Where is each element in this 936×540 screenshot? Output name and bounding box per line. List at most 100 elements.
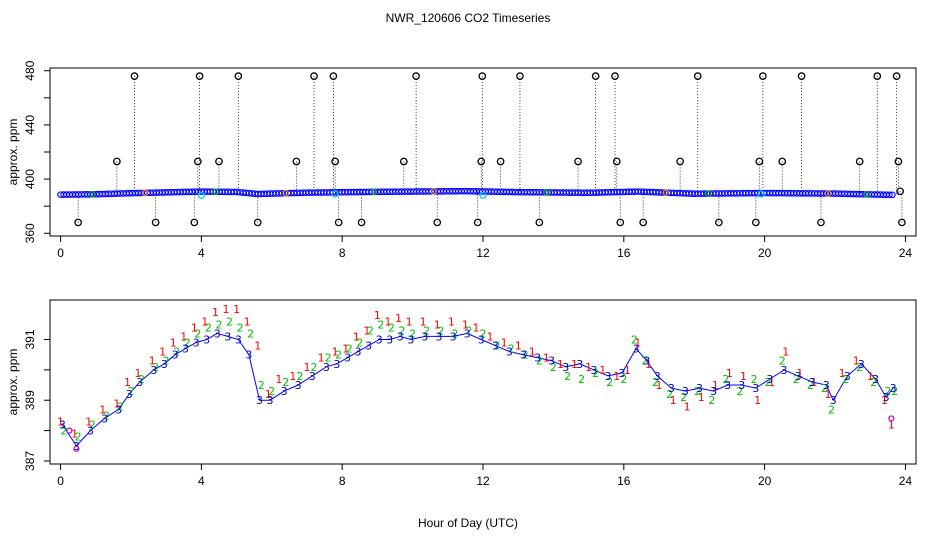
series-3-marker: 3 — [506, 346, 513, 359]
flagged-point — [234, 72, 243, 80]
series-3-marker: 3 — [386, 333, 393, 346]
cyan-point — [757, 190, 765, 198]
series-3-marker: 3 — [182, 343, 189, 356]
series-3-marker: 3 — [101, 412, 108, 425]
bottom-xtick-label: 20 — [758, 474, 772, 488]
series-1-marker: 1 — [363, 324, 370, 337]
series-3-marker: 3 — [478, 333, 485, 346]
series-1-marker: 1 — [712, 379, 719, 392]
series-1-marker: 1 — [434, 318, 441, 331]
series-2-marker: 2 — [117, 400, 124, 413]
series-3-marker: 3 — [464, 327, 471, 340]
series-1-marker: 1 — [656, 379, 663, 392]
series-3-marker: 3 — [643, 355, 650, 368]
series-3-marker: 3 — [256, 394, 263, 407]
series-2-marker: 2 — [736, 385, 743, 398]
flagged-point — [855, 157, 864, 166]
bottom-xtick-label: 16 — [617, 474, 631, 488]
flagged-point — [190, 218, 199, 227]
series-2-marker: 2 — [423, 324, 430, 337]
series-2-marker: 2 — [508, 343, 515, 356]
series-3-marker: 3 — [858, 358, 865, 371]
flagged-point — [894, 157, 903, 166]
series-2-marker: 2 — [258, 379, 265, 392]
flagged-point — [74, 218, 83, 227]
series-2-marker: 2 — [89, 419, 96, 432]
series-2-marker: 2 — [536, 355, 543, 368]
series-1-marker: 1 — [353, 330, 360, 343]
series-2-marker: 2 — [821, 382, 828, 395]
series-1-marker: 1 — [406, 315, 413, 328]
flagged-point — [310, 72, 318, 80]
series-3-marker: 3 — [87, 425, 94, 438]
series-2-marker: 2 — [335, 349, 342, 362]
bottom-ytick-label: 391 — [23, 329, 37, 349]
series-2-marker: 2 — [807, 379, 814, 392]
series-2-marker: 2 — [377, 318, 384, 331]
series-1-marker: 1 — [223, 303, 230, 316]
series-3-marker: 3 — [344, 352, 351, 365]
plot-frame-bottom — [49, 299, 917, 465]
series-1-marker: 1 — [613, 370, 620, 383]
top-xtick-label: 12 — [476, 246, 490, 260]
series-3-marker: 3 — [795, 370, 802, 383]
series-3-marker: 3 — [295, 379, 302, 392]
series-2-marker: 2 — [268, 385, 275, 398]
series-3-marker: 3 — [421, 330, 428, 343]
flagged-point — [433, 218, 442, 227]
series-2-marker: 2 — [215, 318, 222, 331]
series-2-marker: 2 — [247, 327, 254, 340]
series-2-marker: 2 — [356, 337, 363, 350]
series-2-marker: 2 — [891, 385, 898, 398]
series-1-marker: 1 — [180, 330, 187, 343]
series-2-marker: 2 — [205, 321, 212, 334]
series-3-marker: 3 — [397, 330, 404, 343]
series-2-marker: 2 — [680, 391, 687, 404]
flagged-point — [611, 72, 619, 80]
series-1-marker: 1 — [124, 376, 131, 389]
series-1-marker: 1 — [159, 346, 166, 359]
series-3-marker: 3 — [682, 385, 689, 398]
flagged-point — [292, 157, 301, 166]
series-3-marker: 3 — [267, 394, 274, 407]
series-1-marker: 1 — [487, 330, 494, 343]
y-axis-label-bottom: approx. ppm — [6, 349, 20, 416]
flagged-point — [797, 72, 806, 80]
series-1-marker: 1 — [233, 303, 240, 316]
series-1-marker: 1 — [888, 419, 895, 432]
series-3-marker: 3 — [696, 382, 703, 395]
series-3-marker: 3 — [171, 349, 178, 362]
series-1-marker: 1 — [201, 315, 208, 328]
series-1-marker: 1 — [698, 391, 705, 404]
series-3-marker: 3 — [548, 355, 555, 368]
flagged-point — [898, 218, 906, 227]
flagged-point — [616, 218, 625, 227]
series-3-marker: 3 — [245, 349, 252, 362]
flagged-point — [253, 218, 262, 227]
series-1-marker: 1 — [254, 340, 261, 353]
series-1-marker: 1 — [645, 358, 652, 371]
plot-frame-top — [49, 67, 917, 237]
flagged-point — [516, 72, 524, 80]
bottom-ytick-label: 387 — [23, 451, 37, 471]
chart-title: NWR_120606 CO2 Timeseries — [386, 11, 551, 25]
panel-co2-raw: approx. ppm 0 4 8 12 16 20 24 360 400 440 480 — [6, 60, 917, 260]
bottom-xtick-label: 12 — [476, 474, 490, 488]
flagged-point — [612, 157, 621, 166]
flagged-point — [151, 218, 160, 227]
magenta-point — [888, 415, 895, 422]
series-1-marker: 1 — [768, 376, 775, 389]
series-1-marker: 1 — [113, 397, 120, 410]
series-2-marker: 2 — [282, 376, 289, 389]
series-1-marker: 1 — [529, 346, 536, 359]
flagged-point — [693, 72, 702, 80]
series-1-marker: 1 — [149, 355, 156, 368]
series-3-marker: 3 — [355, 346, 362, 359]
series-line — [61, 332, 894, 447]
series-2-marker: 2 — [75, 431, 82, 444]
series-1-marker: 1 — [599, 364, 606, 377]
series-1-marker: 1 — [634, 337, 641, 350]
